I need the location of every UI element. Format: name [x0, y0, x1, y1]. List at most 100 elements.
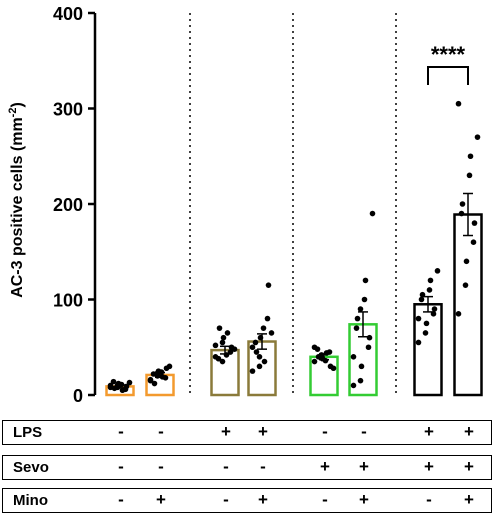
condition-value: - — [223, 490, 229, 509]
condition-row-sevo: Sevo - - - - + + + + — [2, 455, 492, 480]
condition-label: Mino — [13, 492, 48, 509]
data-point — [212, 342, 219, 349]
data-point — [166, 363, 173, 370]
data-point — [219, 358, 226, 365]
data-point — [427, 277, 434, 284]
condition-value: - — [223, 457, 229, 476]
data-point — [362, 277, 369, 284]
data-point — [253, 349, 260, 355]
condition-value: + — [464, 457, 474, 476]
condition-value: - — [158, 422, 164, 441]
condition-value: + — [320, 457, 330, 476]
data-point — [418, 296, 425, 303]
data-point — [265, 282, 272, 288]
data-point — [315, 354, 322, 360]
data-point — [458, 210, 465, 217]
data-point — [415, 339, 422, 346]
condition-label: Sevo — [13, 459, 49, 476]
condition-value: - — [322, 490, 328, 509]
y-tick-label: 300 — [53, 100, 83, 120]
y-tick-label: 100 — [53, 291, 83, 311]
data-point — [353, 325, 360, 331]
data-point — [268, 330, 275, 336]
data-point — [215, 355, 222, 362]
data-point — [257, 334, 264, 341]
data-point — [154, 370, 161, 376]
data-point — [249, 368, 256, 374]
data-point — [459, 201, 466, 207]
data-point — [350, 354, 357, 360]
condition-value: + — [221, 422, 231, 441]
data-point — [264, 315, 271, 322]
data-point — [159, 374, 166, 380]
data-point — [123, 383, 130, 390]
data-point — [224, 330, 231, 336]
data-point — [249, 344, 256, 351]
condition-value: + — [464, 490, 474, 509]
data-point — [470, 239, 477, 245]
data-point — [350, 382, 357, 389]
y-tick-label: 0 — [73, 386, 83, 406]
data-point — [231, 346, 238, 352]
chart: AC-3 positive cells (mm-2) 0 100 200 300 400… — [7, 4, 483, 406]
condition-value: - — [426, 490, 432, 509]
data-point — [358, 363, 365, 370]
data-point — [322, 357, 329, 364]
data-point — [462, 282, 469, 288]
data-point — [455, 311, 462, 317]
data-point — [114, 384, 121, 391]
data-point — [147, 376, 154, 383]
data-point — [361, 296, 368, 303]
y-tick-label: 200 — [53, 195, 83, 215]
group-separators — [189, 13, 397, 395]
condition-value: - — [361, 422, 367, 441]
condition-value: + — [424, 422, 434, 441]
data-point — [219, 339, 226, 346]
significance-bracket — [427, 66, 469, 85]
data-point — [426, 287, 433, 293]
condition-value: + — [359, 457, 369, 476]
condition-row-mino: Mino - + - + - + - + — [2, 488, 492, 513]
condition-value: - — [118, 457, 124, 476]
data-point — [466, 172, 473, 179]
data-point — [223, 352, 230, 358]
condition-value: + — [464, 422, 474, 441]
condition-value: + — [258, 490, 268, 509]
y-axis-label-close: ) — [9, 102, 26, 107]
condition-label: LPS — [13, 424, 43, 441]
data-point — [311, 358, 318, 365]
data-point — [311, 344, 318, 351]
data-point — [369, 210, 376, 217]
axes: 0 100 200 300 400 — [53, 4, 97, 406]
condition-value: - — [322, 422, 328, 441]
condition-value: - — [158, 457, 164, 476]
data-point — [151, 380, 158, 387]
data-point — [423, 320, 430, 327]
data-point — [434, 268, 441, 274]
data-point — [467, 153, 474, 160]
data-points — [107, 100, 481, 394]
bar — [453, 213, 483, 397]
data-point — [474, 134, 481, 140]
data-point — [119, 387, 126, 394]
y-axis-label: AC-3 positive cells (mm-2) — [7, 102, 26, 298]
data-point — [471, 220, 478, 226]
condition-value: - — [260, 457, 266, 476]
condition-row-lps: LPS - - + + - - + + — [2, 420, 492, 445]
y-axis-label-superscript: -2 — [7, 108, 19, 118]
condition-value: - — [118, 490, 124, 509]
data-point — [422, 330, 429, 336]
data-point — [357, 306, 364, 312]
significance-annotation: **** — [427, 42, 469, 85]
condition-value: + — [258, 422, 268, 441]
data-point — [357, 377, 364, 384]
data-point — [260, 325, 267, 331]
data-point — [419, 291, 426, 298]
condition-value: + — [424, 457, 434, 476]
data-point — [455, 100, 462, 107]
data-point — [107, 382, 114, 389]
data-point — [126, 379, 133, 386]
data-point — [118, 381, 125, 388]
data-point — [227, 349, 234, 355]
significance-stars: **** — [431, 42, 466, 67]
